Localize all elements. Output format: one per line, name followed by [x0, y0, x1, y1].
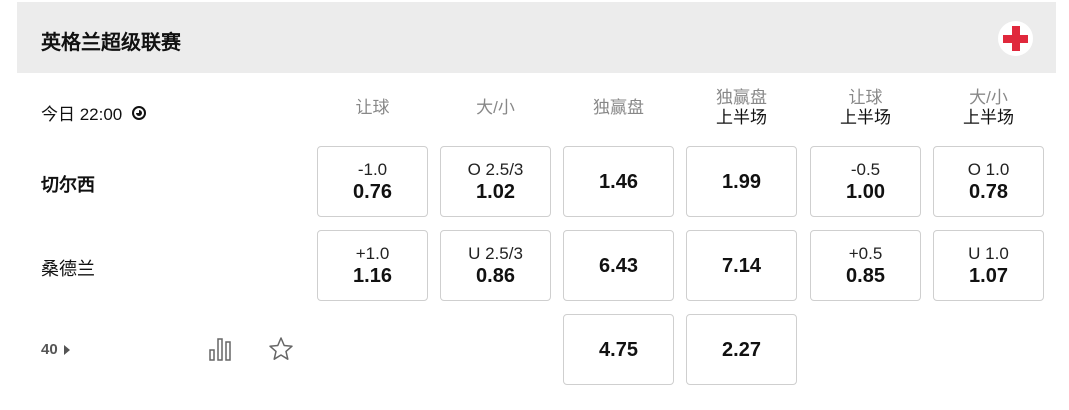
odds-value: 1.99	[722, 170, 761, 193]
odds-line: O 2.5/3	[467, 159, 524, 179]
league-header: 英格兰超级联赛	[17, 2, 1056, 73]
odds-button[interactable]: -0.5 1.00	[810, 146, 921, 217]
odds-value: 0.76	[353, 180, 392, 203]
column-header: 让球 上半场	[810, 88, 921, 128]
odds-value: 4.75	[599, 338, 638, 361]
odds-value: 0.78	[969, 180, 1008, 203]
league-title: 英格兰超级联赛	[41, 32, 181, 54]
column-subtitle: 上半场	[840, 108, 891, 127]
column-header: 大/小	[440, 98, 551, 118]
odds-line: O 1.0	[967, 159, 1010, 179]
more-markets-count: 40	[41, 341, 58, 358]
clock-icon	[132, 105, 147, 120]
odds-button[interactable]: +0.5 0.85	[810, 230, 921, 301]
odds-value: 2.27	[722, 338, 761, 361]
england-flag-icon	[998, 21, 1033, 56]
odds-value: 0.86	[476, 264, 515, 287]
odds-button[interactable]: 2.27	[686, 314, 797, 385]
odds-line: -0.5	[850, 159, 881, 179]
column-title: 让球	[848, 88, 883, 107]
odds-button[interactable]: 6.43	[563, 230, 674, 301]
team-name: 切尔西	[41, 175, 95, 195]
column-header: 独赢盘	[563, 98, 674, 118]
odds-line: U 2.5/3	[468, 243, 523, 263]
odds-value: 1.02	[476, 180, 515, 203]
odds-value: 1.00	[846, 180, 885, 203]
odds-button[interactable]: U 2.5/3 0.86	[440, 230, 551, 301]
more-markets-link[interactable]: 40	[41, 341, 70, 358]
odds-button[interactable]: 4.75	[563, 314, 674, 385]
match-time-text: 今日 22:00	[41, 105, 123, 124]
column-header: 大/小 上半场	[933, 88, 1044, 128]
odds-value: 1.16	[353, 264, 392, 287]
odds-line: +1.0	[355, 243, 390, 263]
odds-button[interactable]: U 1.0 1.07	[933, 230, 1044, 301]
column-subtitle: 上半场	[963, 108, 1014, 127]
column-title: 大/小	[969, 88, 1008, 107]
column-header: 让球	[317, 98, 428, 118]
caret-right-icon	[63, 344, 70, 355]
odds-button[interactable]: O 1.0 0.78	[933, 146, 1044, 217]
column-title: 大/小	[476, 98, 515, 117]
odds-button[interactable]: +1.0 1.16	[317, 230, 428, 301]
odds-line: +0.5	[848, 243, 883, 263]
odds-value: 6.43	[599, 254, 638, 277]
odds-button[interactable]: 1.46	[563, 146, 674, 217]
column-subtitle: 上半场	[716, 108, 767, 127]
match-time: 今日 22:00	[41, 100, 147, 125]
odds-button[interactable]: O 2.5/3 1.02	[440, 146, 551, 217]
column-header: 独赢盘 上半场	[686, 88, 797, 128]
column-title: 独赢盘	[593, 98, 644, 117]
odds-line: -1.0	[357, 159, 388, 179]
odds-value: 0.85	[846, 264, 885, 287]
column-title: 让球	[355, 98, 390, 117]
odds-value: 7.14	[722, 254, 761, 277]
stats-icon[interactable]	[207, 335, 235, 363]
odds-line: U 1.0	[968, 243, 1009, 263]
odds-button[interactable]: 7.14	[686, 230, 797, 301]
odds-value: 1.07	[969, 264, 1008, 287]
favorite-star-icon[interactable]	[267, 335, 295, 363]
column-title: 独赢盘	[716, 88, 767, 107]
odds-button[interactable]: 1.99	[686, 146, 797, 217]
odds-button[interactable]: -1.0 0.76	[317, 146, 428, 217]
team-name: 桑德兰	[41, 259, 95, 279]
odds-value: 1.46	[599, 170, 638, 193]
